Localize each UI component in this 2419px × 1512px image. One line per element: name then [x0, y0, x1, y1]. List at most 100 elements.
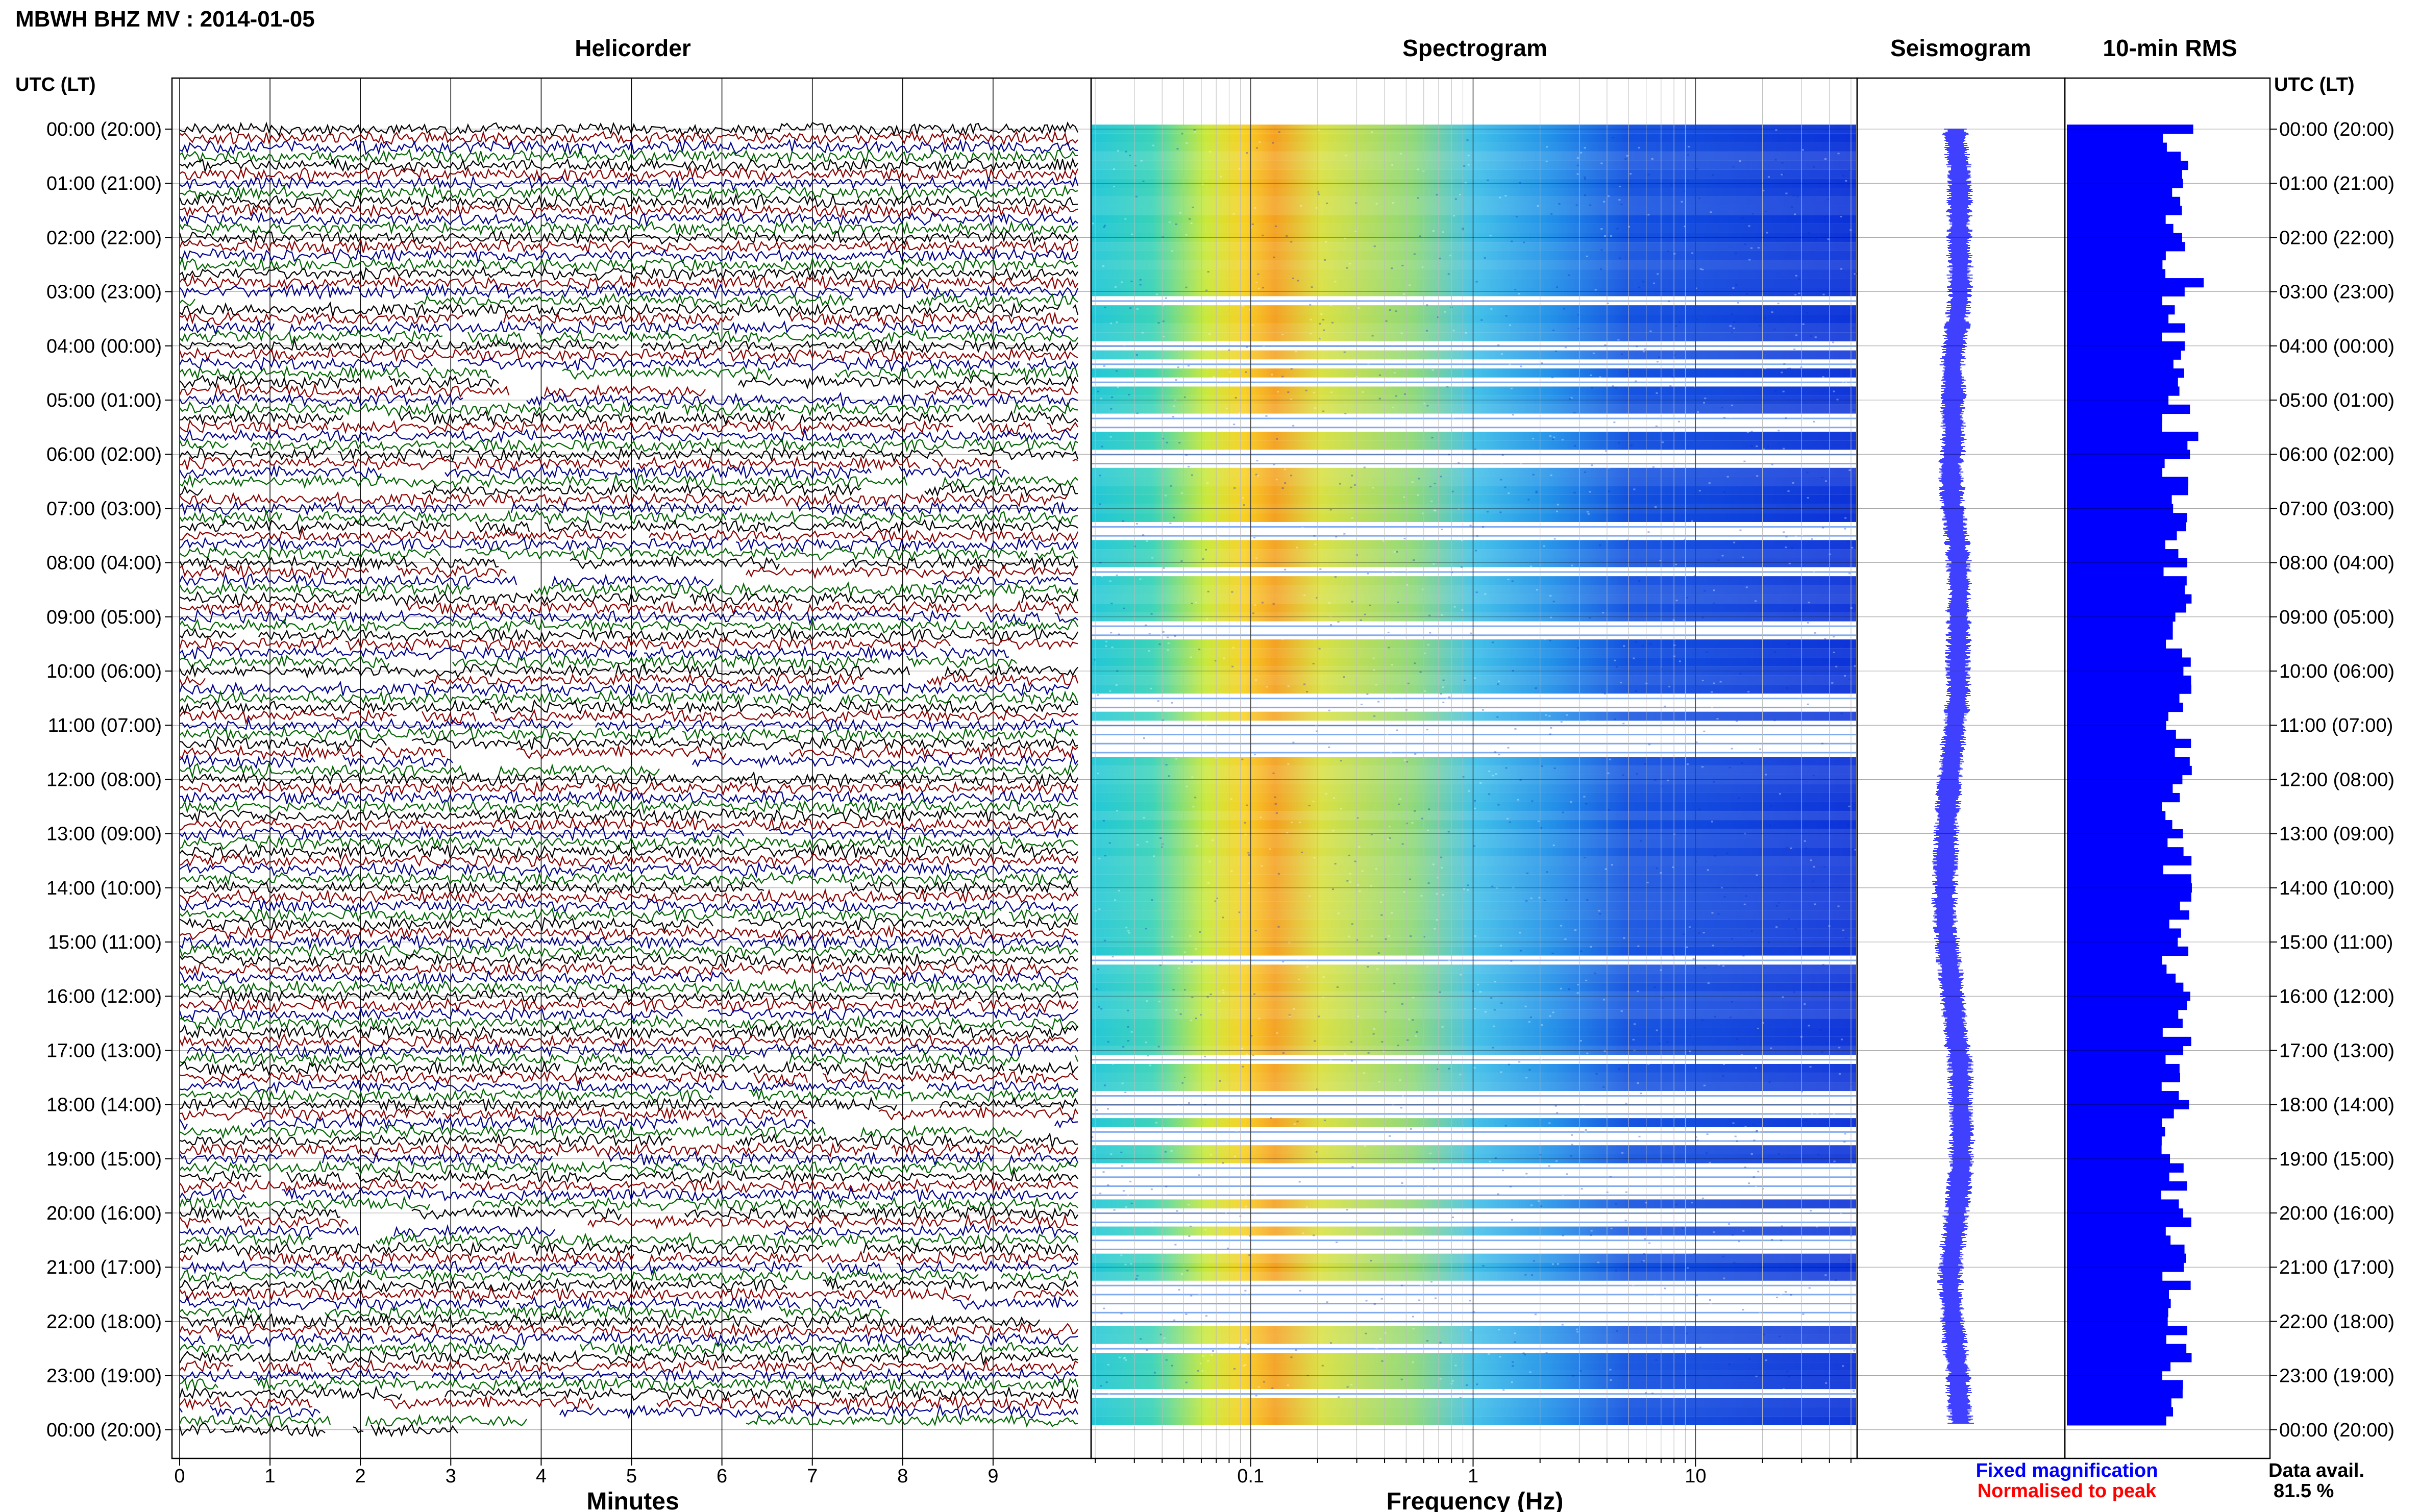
- spectrogram-speckle: [1738, 797, 1740, 799]
- spectrogram-speckle: [1231, 591, 1233, 593]
- spectrogram-speckle: [1697, 411, 1699, 413]
- spectrogram-speckle: [1323, 342, 1326, 344]
- spectrogram-speckle: [1702, 932, 1705, 934]
- spectrogram-speckle: [1420, 1284, 1423, 1286]
- rms-bar: [2067, 450, 2190, 459]
- spectrogram-speckle: [1840, 712, 1843, 714]
- helicorder-trace: [531, 1123, 826, 1141]
- minutes-axis-label: Minutes: [586, 1488, 679, 1512]
- helicorder-trace: [179, 762, 464, 779]
- spectrogram-speckle: [1179, 1013, 1182, 1015]
- spectrogram-speckle: [1731, 405, 1733, 407]
- spectrogram-speckle: [1340, 760, 1342, 762]
- spectrogram-speckle: [1131, 233, 1133, 235]
- spectrogram-speckle: [1549, 639, 1551, 641]
- spectrogram-speckle: [1362, 391, 1364, 393]
- rms-bar: [2067, 1334, 2166, 1345]
- spectrogram-speckle: [1586, 511, 1589, 513]
- spectrogram-speckle: [1606, 1191, 1609, 1193]
- helicorder-trace: [179, 555, 417, 571]
- spectrogram-speckle: [1177, 1105, 1179, 1107]
- spectrogram-speckle: [1436, 919, 1438, 921]
- spectrogram-speckle: [1377, 1323, 1379, 1325]
- spectrogram-speckle: [1285, 1313, 1288, 1315]
- spectrogram-speckle: [1806, 472, 1809, 474]
- spectrogram-speckle: [1293, 1008, 1295, 1010]
- spectrogram-speckle: [1204, 1055, 1206, 1057]
- spectrogram-speckle: [1465, 1384, 1468, 1386]
- spectrogram-speckle: [1711, 691, 1713, 693]
- spectrogram-speckle: [1850, 1083, 1853, 1085]
- spectrogram-speckle: [1108, 842, 1111, 844]
- spectrogram-speckle: [1632, 1038, 1635, 1040]
- spectrogram-speckle: [1509, 298, 1512, 300]
- spectrogram-speckle: [1136, 412, 1139, 414]
- spectrogram-speckle: [1750, 1153, 1753, 1155]
- helicorder-trace: [210, 1405, 320, 1418]
- spectrogram-speckle: [1713, 602, 1715, 604]
- helicorder-trace: [906, 655, 1017, 668]
- spectrogram-speckle: [1519, 950, 1522, 952]
- spectrogram-speckle: [1388, 826, 1391, 828]
- spectrogram-speckle: [1608, 466, 1610, 468]
- spectrogram-speckle: [1385, 938, 1387, 940]
- spectrogram-speckle: [1701, 616, 1704, 618]
- spectrogram-speckle: [1257, 475, 1260, 477]
- spectrogram-band: [1092, 1221, 1856, 1223]
- spectrogram-speckle: [1853, 409, 1855, 411]
- spectrogram-speckle: [1246, 1347, 1249, 1349]
- spectrogram-speckle: [1800, 1090, 1803, 1093]
- spectrogram-speckle: [1507, 817, 1509, 820]
- spectrogram-band: [1092, 242, 1856, 251]
- spectrogram-speckle: [1848, 169, 1851, 171]
- spectrogram-speckle: [1116, 810, 1119, 812]
- spectrogram-speckle: [1390, 751, 1392, 753]
- rms-bar: [2067, 377, 2178, 387]
- spectrogram-speckle: [1757, 246, 1760, 249]
- spectrogram-speckle: [1204, 1229, 1207, 1231]
- helicorder-trace: [179, 1334, 206, 1347]
- spectrogram-speckle: [1762, 1022, 1764, 1024]
- rms-bar: [2067, 1280, 2191, 1290]
- spectrogram-speckle: [1716, 718, 1719, 720]
- spectrogram-band: [1092, 1036, 1856, 1046]
- spectrogram-speckle: [1586, 899, 1589, 901]
- spectrogram-speckle: [1282, 1251, 1285, 1253]
- spectrogram-speckle: [1314, 543, 1317, 546]
- helicorder-trace: [342, 755, 453, 768]
- spectrogram-speckle: [1507, 747, 1510, 749]
- helicorder-trace: [498, 763, 660, 777]
- spectrogram-speckle: [1124, 1218, 1127, 1220]
- spectrogram-speckle: [1140, 160, 1143, 162]
- spectrogram-speckle: [1430, 1281, 1433, 1283]
- spectrogram-speckle: [1432, 1299, 1435, 1301]
- spectrogram-speckle: [1442, 894, 1444, 896]
- spectrogram-speckle: [1644, 348, 1646, 350]
- spectrogram-speckle: [1177, 366, 1179, 368]
- spectrogram-speckle: [1428, 808, 1430, 810]
- spectrogram-speckle: [1427, 643, 1430, 646]
- spectrogram-speckle: [1804, 1003, 1806, 1005]
- spectrogram-speckle: [1159, 1333, 1162, 1335]
- spectrogram-speckle: [1355, 202, 1357, 204]
- spectrogram-speckle: [1754, 600, 1757, 602]
- spectrogram-speckle: [1633, 657, 1635, 659]
- helicorder-trace: [899, 466, 1009, 479]
- spectrogram-speckle: [1850, 607, 1853, 609]
- spectrogram-speckle: [1509, 324, 1512, 326]
- spectrogram-speckle: [1288, 941, 1291, 944]
- spectrogram-speckle: [1844, 1133, 1846, 1135]
- spectrogram-speckle: [1482, 526, 1485, 528]
- helicorder-trace: [526, 391, 1078, 409]
- spectrogram-speckle: [1356, 939, 1359, 941]
- spectrogram-speckle: [1387, 631, 1390, 633]
- spectrogram-speckle: [1773, 460, 1775, 462]
- hour-label-right: 02:00 (22:00): [2279, 227, 2395, 249]
- spectrogram-speckle: [1098, 857, 1101, 859]
- spectrogram-speckle: [1623, 937, 1625, 939]
- spectrogram-speckle: [1412, 1019, 1414, 1021]
- spectrogram-band: [1092, 1311, 1856, 1313]
- hour-label-right: 06:00 (02:00): [2279, 444, 2395, 465]
- spectrogram-speckle: [1139, 578, 1142, 580]
- spectrogram-speckle: [1447, 831, 1450, 833]
